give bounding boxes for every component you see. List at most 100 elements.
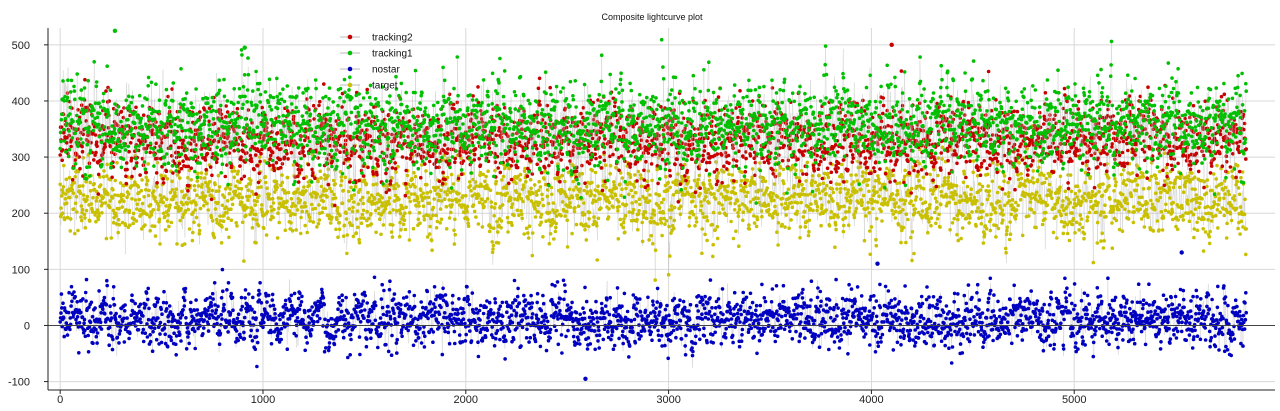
point-target: [114, 214, 118, 218]
point-target: [1155, 219, 1160, 223]
point-target: [489, 205, 494, 209]
point-target: [1062, 224, 1066, 229]
point-target: [304, 189, 308, 193]
point-target: [331, 178, 336, 183]
point-target: [507, 166, 512, 171]
point-target: [371, 182, 376, 187]
point-target: [901, 225, 906, 230]
point-target: [591, 222, 595, 227]
point-target: [551, 201, 556, 205]
point-tracking2: [525, 174, 530, 178]
point-tracking2: [829, 170, 834, 175]
point-target: [938, 225, 942, 229]
point-target: [479, 184, 484, 188]
point-tracking2: [600, 188, 605, 193]
point-target: [404, 205, 409, 209]
point-target: [105, 162, 109, 167]
point-target: [232, 169, 237, 173]
point-target: [970, 210, 974, 214]
point-tracking2: [248, 153, 253, 158]
point-target: [996, 226, 1001, 231]
point-target: [495, 219, 499, 224]
point-target: [616, 237, 621, 241]
point-tracking2: [707, 160, 712, 165]
point-target: [928, 203, 932, 207]
point-target: [848, 199, 853, 203]
point-target: [279, 196, 284, 201]
point-target: [613, 193, 618, 198]
point-target: [655, 222, 660, 226]
point-target: [872, 185, 876, 189]
point-target: [131, 211, 136, 216]
point-target: [831, 199, 835, 203]
point-target: [929, 216, 934, 220]
point-target: [422, 217, 427, 222]
point-target: [611, 205, 615, 209]
point-target: [1002, 179, 1006, 183]
point-target: [567, 196, 571, 201]
point-target: [860, 200, 864, 205]
point-target: [620, 187, 624, 191]
point-tracking2: [421, 150, 426, 154]
point-target: [661, 211, 666, 215]
point-target: [598, 197, 602, 201]
point-target: [942, 195, 946, 199]
point-target: [403, 211, 407, 216]
point-tracking2: [586, 148, 591, 153]
point-target: [551, 208, 555, 212]
point-target: [1004, 250, 1008, 255]
point-target: [519, 209, 523, 213]
point-target: [61, 185, 66, 189]
point-target: [574, 222, 579, 227]
point-target: [913, 211, 917, 215]
point-target: [491, 243, 496, 248]
point-target: [373, 208, 378, 213]
point-target: [1227, 192, 1231, 197]
point-target: [1064, 212, 1068, 217]
point-target: [939, 202, 943, 207]
point-target: [863, 214, 868, 218]
point-target: [1210, 188, 1214, 193]
point-target: [1171, 200, 1175, 205]
point-target: [686, 175, 690, 180]
point-target: [222, 195, 227, 199]
point-target: [1192, 175, 1197, 180]
point-target: [1113, 176, 1117, 181]
point-target: [1244, 227, 1248, 231]
point-tracking2: [187, 184, 191, 188]
point-target: [821, 181, 826, 186]
point-target: [818, 182, 822, 186]
point-target: [76, 228, 80, 233]
point-target: [216, 200, 220, 205]
point-target: [1233, 198, 1237, 202]
point-target: [666, 180, 670, 185]
point-target: [619, 193, 623, 198]
point-target: [530, 253, 535, 258]
point-target: [1173, 181, 1177, 186]
point-target: [647, 199, 652, 203]
point-tracking2: [447, 92, 452, 97]
point-tracking2: [713, 141, 718, 146]
point-target: [1035, 178, 1040, 182]
point-target: [608, 172, 612, 176]
point-target: [827, 224, 832, 228]
point-target: [194, 215, 199, 220]
point-target: [734, 229, 738, 233]
point-target: [426, 195, 431, 200]
point-target: [182, 242, 187, 246]
point-target: [130, 197, 134, 201]
point-target: [1243, 197, 1247, 202]
point-target: [521, 199, 525, 204]
point-target: [339, 178, 344, 183]
point-target: [890, 208, 894, 213]
point-target: [563, 179, 567, 184]
point-target: [1085, 218, 1089, 223]
point-target: [735, 199, 740, 203]
point-target: [555, 209, 559, 213]
point-target: [692, 195, 696, 199]
point-target: [584, 222, 588, 226]
point-target: [630, 211, 635, 215]
point-target: [1103, 203, 1107, 207]
point-target: [135, 207, 139, 211]
point-target: [277, 220, 282, 225]
